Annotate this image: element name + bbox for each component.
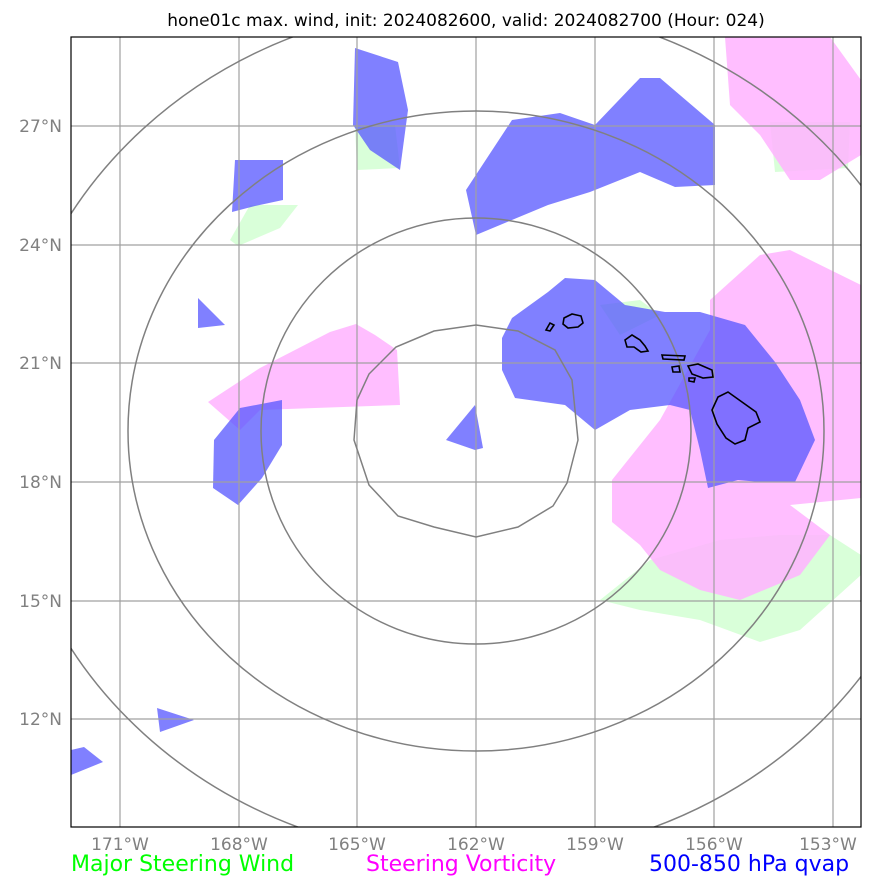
lon-tick-label: 153°W	[799, 835, 857, 855]
island-molokai	[660, 354, 687, 361]
qvap-area	[353, 48, 408, 170]
lon-tick-label: 162°W	[447, 835, 505, 855]
qvap-area	[157, 708, 194, 732]
lat-tick-label: 27°N	[19, 117, 62, 137]
lat-tick-label: 15°N	[19, 592, 62, 612]
qvap-area	[502, 278, 815, 488]
steering-vorticity-area	[725, 37, 861, 180]
lon-tick-label: 171°W	[91, 835, 149, 855]
lat-tick-label: 12°N	[19, 710, 62, 730]
qvap-area	[71, 747, 103, 775]
legend-steering-vorticity: Steering Vorticity	[366, 852, 557, 877]
range-ring	[353, 324, 579, 538]
qvap-area	[213, 400, 282, 505]
lon-tick-label: 156°W	[685, 835, 743, 855]
lat-tick-label: 18°N	[19, 473, 62, 493]
legend-qvap: 500-850 hPa qvap	[649, 852, 850, 877]
island-maui	[686, 363, 714, 379]
lat-tick-labels: 27°N 24°N 21°N 18°N 15°N 12°N	[19, 117, 62, 730]
graticule	[71, 37, 861, 827]
lat-tick-label: 21°N	[19, 354, 62, 374]
qvap-area	[198, 298, 225, 328]
lon-tick-label: 159°W	[566, 835, 624, 855]
range-ring	[127, 110, 825, 752]
chart-title: hone01c max. wind, init: 2024082600, val…	[167, 11, 765, 31]
island-oahu	[624, 334, 650, 353]
island-niihau	[544, 321, 556, 332]
map-frame	[70, 36, 862, 828]
island-kahoolawe	[688, 377, 697, 383]
lat-tick-label: 24°N	[19, 236, 62, 256]
coastline	[544, 313, 762, 445]
island-hawaii	[711, 391, 762, 445]
legend-steering-wind: Major Steering Wind	[71, 852, 295, 877]
range-rings	[71, 37, 861, 827]
range-ring	[260, 217, 692, 645]
steering-vorticity-area	[208, 324, 400, 430]
island-kauai	[562, 313, 584, 329]
map-layers	[71, 37, 861, 827]
qvap-layer	[71, 48, 815, 775]
lon-tick-labels: 171°W 168°W 165°W 162°W 159°W 156°W 153°…	[91, 835, 857, 855]
steering-wind-area	[230, 205, 298, 246]
qvap-area	[466, 78, 715, 235]
lon-tick-label: 165°W	[328, 835, 386, 855]
island-lanai	[671, 365, 681, 373]
lon-tick-label: 168°W	[210, 835, 268, 855]
qvap-area	[446, 405, 483, 450]
